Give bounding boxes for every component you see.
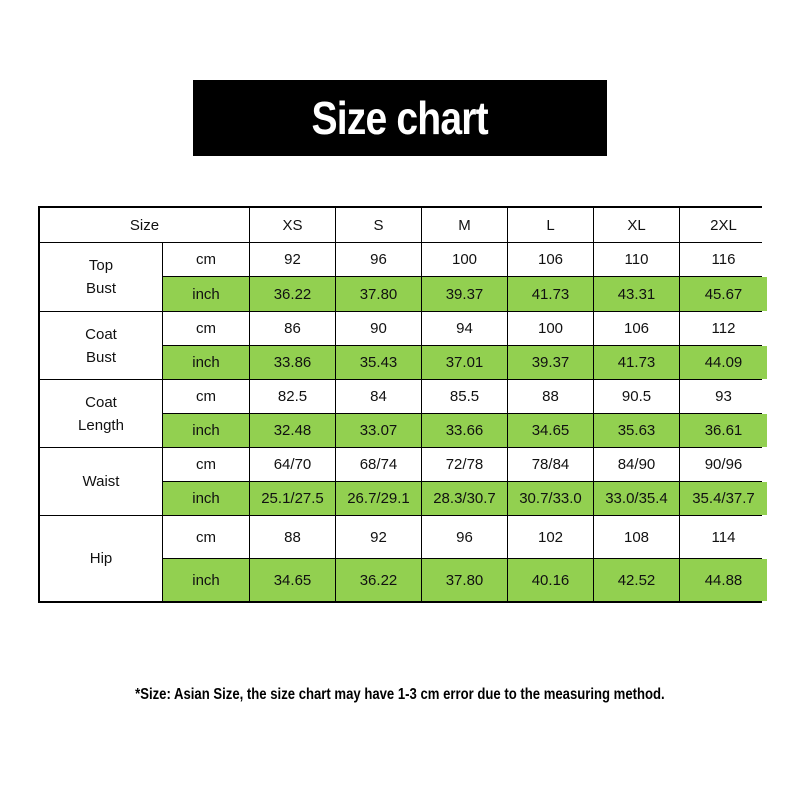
measurement-label-line: Coat: [85, 393, 117, 411]
unit-cell: cm: [163, 312, 249, 345]
value-cell: 39.37: [508, 346, 593, 379]
measurement-label-line: Hip: [89, 550, 113, 567]
header-size: Size: [40, 208, 249, 242]
header-size-xl: XL: [594, 208, 679, 242]
value-cell: 30.7/33.0: [508, 482, 593, 515]
value-cell: 45.67: [680, 277, 767, 311]
value-cell: 108: [594, 516, 679, 558]
value-cell: 90: [336, 312, 421, 345]
value-cell: 112: [680, 312, 767, 345]
header-size-s: S: [336, 208, 421, 242]
measurement-label-line: Length: [78, 416, 124, 434]
value-cell: 92: [336, 516, 421, 558]
value-cell: 35.4/37.7: [680, 482, 767, 515]
value-cell: 42.52: [594, 559, 679, 601]
unit-cell: inch: [163, 414, 249, 447]
value-cell: 36.61: [680, 414, 767, 447]
measurement-label-line: Bust: [85, 348, 116, 366]
value-cell: 41.73: [594, 346, 679, 379]
value-cell: 36.22: [336, 559, 421, 601]
value-cell: 72/78: [422, 448, 507, 481]
unit-cell: cm: [163, 380, 249, 413]
header-size-m: M: [422, 208, 507, 242]
value-cell: 35.43: [336, 346, 421, 379]
footnote-text: *Size: Asian Size, the size chart may ha…: [135, 686, 665, 703]
measurement-label-line: Waist: [82, 473, 120, 490]
unit-cell: inch: [163, 559, 249, 601]
value-cell: 114: [680, 516, 767, 558]
value-cell: 32.48: [250, 414, 335, 447]
unit-cell: inch: [163, 346, 249, 379]
value-cell: 110: [594, 243, 679, 276]
measurement-label-line: Top: [88, 257, 114, 274]
value-cell: 41.73: [508, 277, 593, 311]
value-cell: 96: [336, 243, 421, 276]
value-cell: 116: [680, 243, 767, 276]
unit-cell: cm: [163, 448, 249, 481]
value-cell: 92: [250, 243, 335, 276]
value-cell: 106: [594, 312, 679, 345]
header-size-l: L: [508, 208, 593, 242]
value-cell: 25.1/27.5: [250, 482, 335, 515]
value-cell: 82.5: [250, 380, 335, 413]
value-cell: 33.0/35.4: [594, 482, 679, 515]
value-cell: 34.65: [250, 559, 335, 601]
value-cell: 36.22: [250, 277, 335, 311]
unit-cell: cm: [163, 516, 249, 558]
value-cell: 33.66: [422, 414, 507, 447]
unit-cell: inch: [163, 277, 249, 311]
footnote: *Size: Asian Size, the size chart may ha…: [0, 686, 800, 704]
value-cell: 37.01: [422, 346, 507, 379]
size-table: Size XS S M L XL 2XL Top Bust cm 92 96 100 106 110 116 i…: [38, 206, 767, 603]
value-cell: 64/70: [250, 448, 335, 481]
value-cell: 90.5: [594, 380, 679, 413]
value-cell: 28.3/30.7: [422, 482, 507, 515]
unit-cell: inch: [163, 482, 249, 515]
value-cell: 96: [422, 516, 507, 558]
measurement-label: Coat Length: [40, 380, 162, 447]
value-cell: 102: [508, 516, 593, 558]
value-cell: 26.7/29.1: [336, 482, 421, 515]
value-cell: 37.80: [336, 277, 421, 311]
value-cell: 106: [508, 243, 593, 276]
value-cell: 35.63: [594, 414, 679, 447]
measurement-label: Top Bust: [40, 243, 162, 311]
value-cell: 34.65: [508, 414, 593, 447]
measurement-label: Coat Bust: [40, 312, 162, 379]
value-cell: 93: [680, 380, 767, 413]
value-cell: 37.80: [422, 559, 507, 601]
value-cell: 44.09: [680, 346, 767, 379]
value-cell: 100: [508, 312, 593, 345]
value-cell: 40.16: [508, 559, 593, 601]
value-cell: 68/74: [336, 448, 421, 481]
value-cell: 90/96: [680, 448, 767, 481]
measurement-label: Waist: [40, 448, 162, 515]
value-cell: 86: [250, 312, 335, 345]
unit-cell: cm: [163, 243, 249, 276]
value-cell: 33.86: [250, 346, 335, 379]
value-cell: 88: [250, 516, 335, 558]
value-cell: 88: [508, 380, 593, 413]
measurement-label-line: Coat: [85, 325, 117, 343]
measurement-label: Hip: [40, 516, 162, 601]
value-cell: 84/90: [594, 448, 679, 481]
value-cell: 44.88: [680, 559, 767, 601]
title-banner: Size chart: [193, 80, 607, 156]
value-cell: 78/84: [508, 448, 593, 481]
header-size-xs: XS: [250, 208, 335, 242]
page-title: Size chart: [311, 92, 489, 144]
value-cell: 94: [422, 312, 507, 345]
value-cell: 85.5: [422, 380, 507, 413]
header-size-2xl: 2XL: [680, 208, 767, 242]
value-cell: 43.31: [594, 277, 679, 311]
value-cell: 33.07: [336, 414, 421, 447]
value-cell: 84: [336, 380, 421, 413]
value-cell: 39.37: [422, 277, 507, 311]
measurement-label-line: Bust: [85, 280, 116, 297]
value-cell: 100: [422, 243, 507, 276]
